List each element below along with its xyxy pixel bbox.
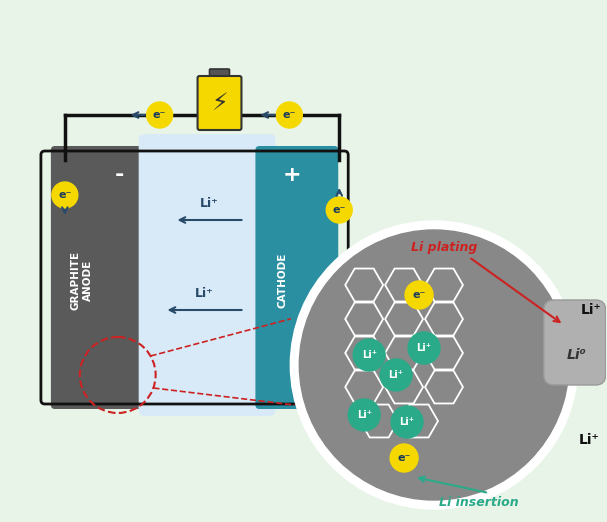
Text: ⚡: ⚡ <box>211 91 228 115</box>
Text: +: + <box>283 165 302 185</box>
Circle shape <box>353 339 385 371</box>
Circle shape <box>276 102 302 128</box>
Text: Li⁺: Li⁺ <box>195 287 214 300</box>
Text: Li plating: Li plating <box>411 241 477 254</box>
Text: Li⁺: Li⁺ <box>357 410 371 420</box>
Text: GRAPHITE
ANODE: GRAPHITE ANODE <box>70 251 93 310</box>
Text: Li⁺: Li⁺ <box>578 433 600 447</box>
Text: Li⁰: Li⁰ <box>567 348 586 362</box>
Text: e⁻: e⁻ <box>398 453 411 463</box>
Circle shape <box>147 102 172 128</box>
Circle shape <box>405 281 433 309</box>
FancyBboxPatch shape <box>138 134 276 416</box>
Text: e⁻: e⁻ <box>333 205 346 215</box>
Circle shape <box>299 230 569 500</box>
FancyBboxPatch shape <box>197 76 242 130</box>
Text: Li⁺: Li⁺ <box>416 343 432 353</box>
Circle shape <box>290 221 578 509</box>
Text: Li⁺: Li⁺ <box>388 370 404 380</box>
Text: Li⁺: Li⁺ <box>399 417 415 427</box>
Circle shape <box>380 359 412 391</box>
Circle shape <box>390 444 418 472</box>
Text: Li⁺: Li⁺ <box>200 197 219 210</box>
Circle shape <box>408 332 440 364</box>
Text: e⁻: e⁻ <box>153 110 166 120</box>
FancyBboxPatch shape <box>51 146 189 409</box>
Circle shape <box>52 182 78 208</box>
Text: e⁻: e⁻ <box>58 190 72 200</box>
Text: e⁻: e⁻ <box>283 110 296 120</box>
Text: CATHODE: CATHODE <box>277 252 287 307</box>
FancyBboxPatch shape <box>209 69 229 79</box>
Text: Li⁺: Li⁺ <box>362 350 377 360</box>
Text: -: - <box>115 165 124 185</box>
FancyBboxPatch shape <box>256 146 338 409</box>
Text: e⁻: e⁻ <box>412 290 426 300</box>
Circle shape <box>348 399 380 431</box>
Circle shape <box>391 406 423 438</box>
FancyBboxPatch shape <box>544 300 606 385</box>
Text: Li⁺: Li⁺ <box>581 303 602 317</box>
Text: Li insertion: Li insertion <box>439 496 519 509</box>
Circle shape <box>326 197 352 223</box>
